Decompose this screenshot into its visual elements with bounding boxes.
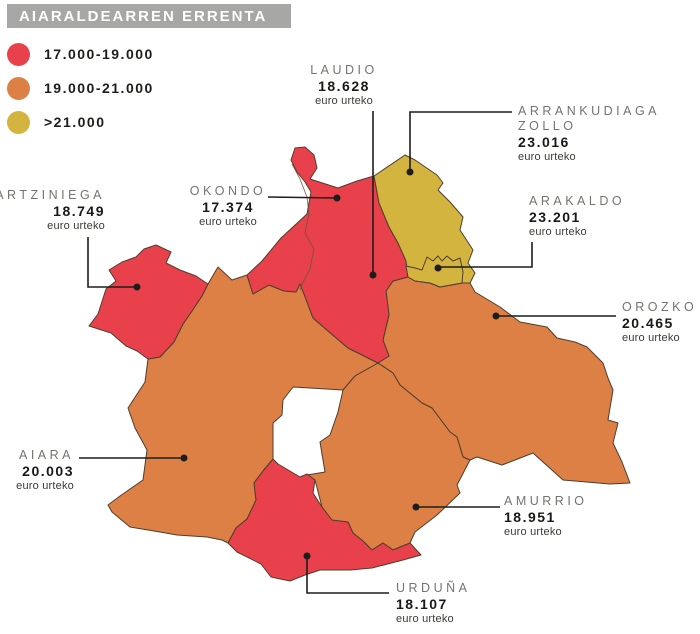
leader-dot-artziniega — [133, 283, 141, 291]
legend-label: 19.000-21.000 — [44, 80, 154, 96]
legend-label: >21.000 — [44, 114, 106, 130]
municipality-name: ARAKALDO — [529, 194, 626, 208]
municipality-value: 18.107 — [396, 596, 448, 612]
legend-swatch-orange-icon — [7, 76, 30, 100]
municipality-name-line2: ZOLLO — [518, 119, 577, 133]
municipality-unit: euro urteko — [622, 332, 680, 344]
label-artziniega: ARTZINIEGA 18.749 euro urteko — [0, 188, 105, 233]
municipality-unit: euro urteko — [396, 613, 454, 625]
municipality-value: 17.374 — [202, 199, 254, 215]
municipality-name: OROZKO — [622, 300, 698, 314]
municipality-unit: euro urteko — [315, 95, 373, 107]
municipality-name: ARTZINIEGA — [0, 188, 105, 202]
leader-urduna — [306, 556, 389, 594]
border-okondo-laudio — [291, 163, 315, 291]
label-orozko: OROZKO 20.465 euro urteko — [622, 300, 698, 345]
municipality-unit: euro urteko — [199, 216, 257, 228]
legend-item-high: >21.000 — [7, 110, 154, 134]
municipality-name: URDUÑA — [396, 581, 471, 595]
municipality-name: AMURRIO — [504, 494, 588, 508]
label-laudio: LAUDIO 18.628 euro urteko — [284, 63, 404, 108]
municipality-name: ARRANKUDIAGA — [518, 104, 661, 118]
legend: 17.000-19.000 19.000-21.000 >21.000 — [7, 42, 154, 134]
region-arrankudiaga-zollo — [373, 154, 476, 288]
legend-label: 17.000-19.000 — [44, 46, 154, 62]
leader-dot-okondo — [333, 194, 341, 202]
label-aiara: AIARA 20.003 euro urteko — [16, 448, 74, 493]
leader-dot-arrankudiaga — [406, 168, 414, 176]
legend-swatch-yellow-icon — [7, 110, 30, 134]
page-title: AIARALDEARREN ERRENTA — [7, 4, 291, 28]
municipality-value: 20.003 — [22, 463, 74, 479]
region-arakaldo — [405, 255, 464, 288]
leader-okondo — [267, 196, 338, 199]
leader-artziniega — [87, 237, 137, 288]
legend-item-low: 17.000-19.000 — [7, 42, 154, 66]
municipality-unit: euro urteko — [529, 226, 587, 238]
region-artziniega — [88, 244, 209, 360]
leader-arakaldo — [438, 242, 533, 268]
municipality-name: LAUDIO — [310, 63, 378, 77]
label-amurrio: AMURRIO 18.951 euro urteko — [504, 494, 588, 539]
leader-dot-amurrio — [412, 503, 420, 511]
municipality-value: 20.465 — [622, 315, 674, 331]
leader-arrankudiaga — [409, 111, 512, 172]
leader-dot-aiara — [180, 454, 188, 462]
label-okondo: OKONDO 17.374 euro urteko — [168, 184, 288, 229]
municipality-name: OKONDO — [189, 184, 267, 198]
municipality-value: 23.016 — [518, 134, 570, 150]
legend-item-mid: 19.000-21.000 — [7, 76, 154, 100]
municipality-name: AIARA — [18, 448, 74, 462]
leader-dot-orozko — [492, 312, 500, 320]
municipality-unit: euro urteko — [504, 526, 562, 538]
leader-dot-urduna — [303, 552, 311, 560]
leader-dot-laudio — [369, 271, 377, 279]
municipality-value: 23.201 — [529, 209, 581, 225]
label-arrankudiaga-zollo: ARRANKUDIAGA ZOLLO 23.016 euro urteko — [518, 104, 661, 164]
municipality-unit: euro urteko — [518, 151, 576, 163]
label-urduna: URDUÑA 18.107 euro urteko — [396, 581, 471, 626]
municipality-value: 18.951 — [504, 509, 556, 525]
municipality-unit: euro urteko — [16, 480, 74, 492]
region-urduna — [227, 458, 422, 582]
legend-swatch-red-icon — [7, 42, 30, 66]
municipality-value: 18.749 — [53, 203, 105, 219]
label-arakaldo: ARAKALDO 23.201 euro urteko — [529, 194, 626, 239]
region-okondo-laudio — [246, 146, 409, 364]
leader-dot-arakaldo — [434, 264, 442, 272]
municipality-value: 18.628 — [318, 78, 370, 94]
municipality-unit: euro urteko — [47, 220, 105, 232]
